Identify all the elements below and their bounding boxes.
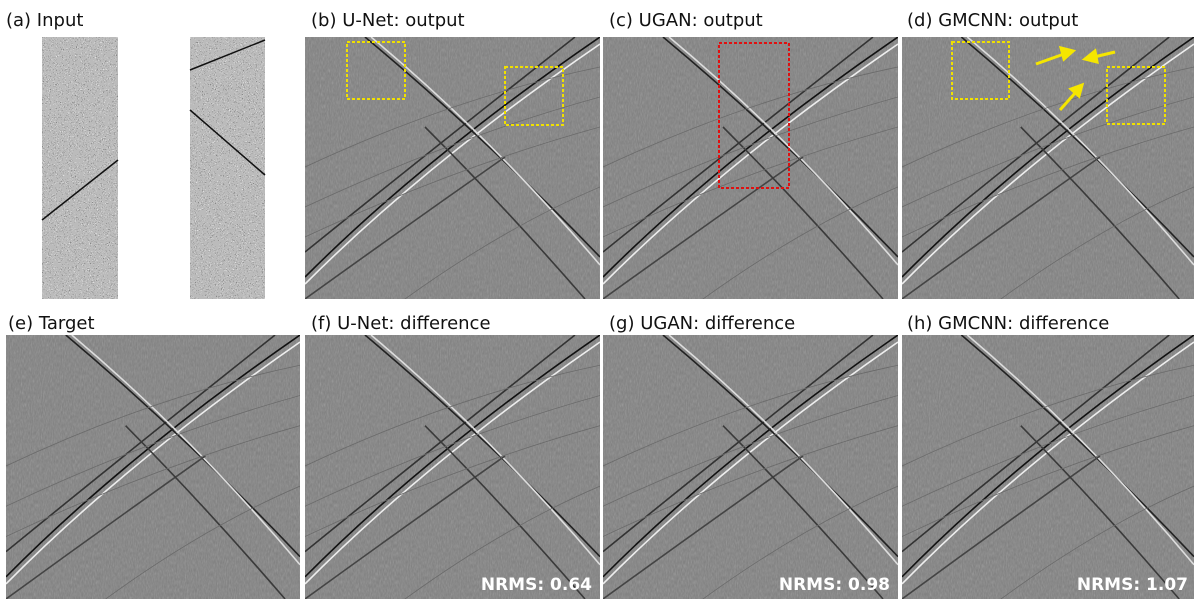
- panel-label: (g) UGAN: difference: [609, 313, 795, 334]
- image: [305, 37, 600, 299]
- panel-label: (f) U-Net: difference: [311, 313, 491, 334]
- image: [603, 335, 898, 599]
- image: [603, 37, 898, 299]
- image: [902, 335, 1194, 599]
- image: [305, 335, 600, 599]
- figure: (a) Input (b) U-Net: output (c) UGAN: ou…: [0, 0, 1194, 599]
- panel-label: (c) UGAN: output: [609, 10, 763, 31]
- input-strip: [190, 37, 265, 299]
- nrms-label: NRMS: 1.07: [1077, 575, 1188, 595]
- nrms-label: NRMS: 0.98: [779, 575, 890, 595]
- input-strip: [42, 37, 118, 299]
- panel-label: (h) GMCNN: difference: [907, 313, 1109, 334]
- panel-label: (a) Input: [6, 10, 83, 31]
- nrms-label: NRMS: 0.64: [481, 575, 592, 595]
- panel-label: (e) Target: [8, 313, 95, 334]
- panel-label: (d) GMCNN: output: [907, 10, 1078, 31]
- image: [902, 37, 1194, 299]
- image: [6, 335, 300, 599]
- panel-label: (b) U-Net: output: [311, 10, 465, 31]
